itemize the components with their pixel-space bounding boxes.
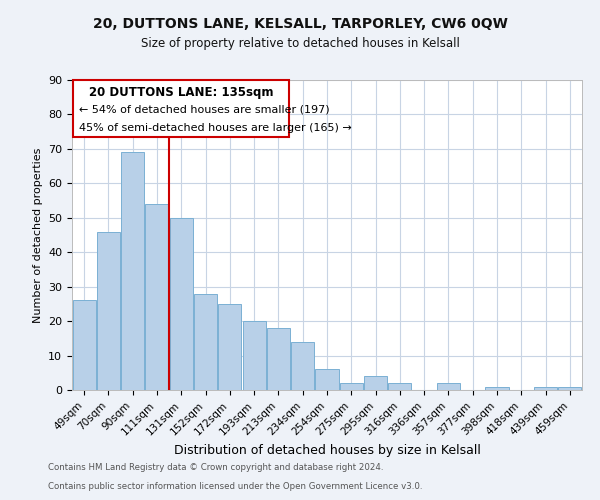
Bar xyxy=(559,386,581,390)
Bar xyxy=(73,300,95,390)
Bar xyxy=(97,232,120,390)
Bar xyxy=(218,304,241,390)
Text: ← 54% of detached houses are smaller (197): ← 54% of detached houses are smaller (19… xyxy=(79,104,330,114)
Text: 45% of semi-detached houses are larger (165) →: 45% of semi-detached houses are larger (… xyxy=(79,123,352,133)
Bar xyxy=(194,294,217,390)
Bar xyxy=(242,321,266,390)
Bar xyxy=(145,204,169,390)
Text: Contains public sector information licensed under the Open Government Licence v3: Contains public sector information licen… xyxy=(48,482,422,491)
Bar xyxy=(437,383,460,390)
Y-axis label: Number of detached properties: Number of detached properties xyxy=(32,148,43,322)
Bar xyxy=(267,328,290,390)
Bar xyxy=(340,383,363,390)
Bar xyxy=(388,383,412,390)
Bar xyxy=(291,342,314,390)
Bar xyxy=(170,218,193,390)
Text: 20, DUTTONS LANE, KELSALL, TARPORLEY, CW6 0QW: 20, DUTTONS LANE, KELSALL, TARPORLEY, CW… xyxy=(92,18,508,32)
Text: 20 DUTTONS LANE: 135sqm: 20 DUTTONS LANE: 135sqm xyxy=(89,86,274,99)
X-axis label: Distribution of detached houses by size in Kelsall: Distribution of detached houses by size … xyxy=(173,444,481,456)
Text: Size of property relative to detached houses in Kelsall: Size of property relative to detached ho… xyxy=(140,38,460,51)
Bar xyxy=(485,386,509,390)
Bar xyxy=(534,386,557,390)
Bar xyxy=(364,376,387,390)
Text: Contains HM Land Registry data © Crown copyright and database right 2024.: Contains HM Land Registry data © Crown c… xyxy=(48,464,383,472)
Bar xyxy=(316,370,338,390)
Bar xyxy=(121,152,144,390)
FancyBboxPatch shape xyxy=(73,80,289,137)
